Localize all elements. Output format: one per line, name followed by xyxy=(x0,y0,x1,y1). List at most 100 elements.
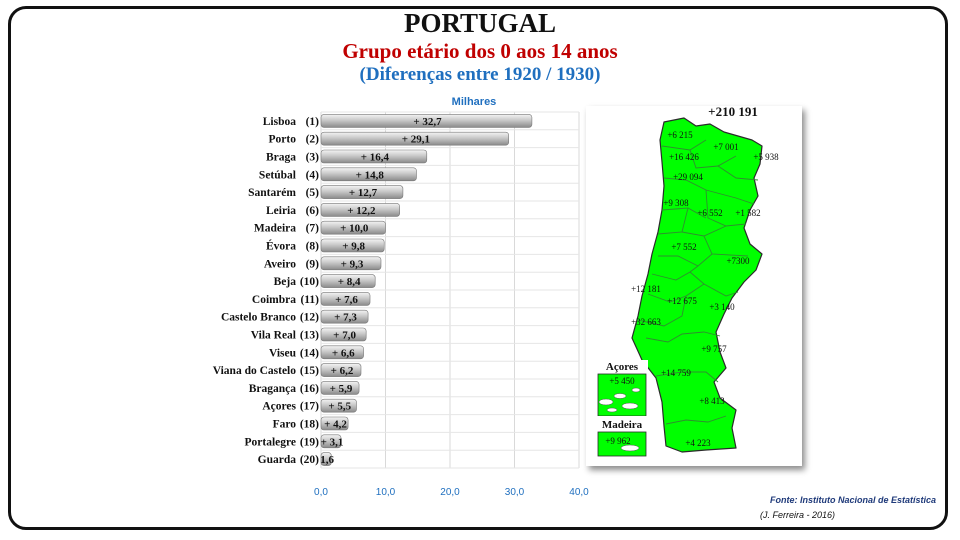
category-label: Viana do Castelo xyxy=(213,365,297,377)
district-border xyxy=(689,271,739,297)
bar xyxy=(320,185,404,199)
bar xyxy=(320,452,332,466)
bar xyxy=(320,238,385,253)
bar xyxy=(320,167,417,182)
district-value-label: +4 223 xyxy=(685,438,711,448)
bar xyxy=(320,256,382,271)
bar xyxy=(320,345,364,360)
bar xyxy=(320,274,376,288)
bar xyxy=(320,398,357,413)
category-label: Setúbal xyxy=(259,169,296,181)
rank-label: (15) xyxy=(300,365,319,377)
district-border xyxy=(645,331,721,343)
category-label: Beja xyxy=(274,276,297,288)
rank-label: (16) xyxy=(300,383,319,395)
bar-value-label: + 6,2 xyxy=(331,365,354,377)
category-label: Leiria xyxy=(266,205,296,217)
district-value-label: +32 663 xyxy=(631,317,661,327)
bar-value-label: + 9,3 xyxy=(341,258,364,270)
rank-label: (9) xyxy=(306,258,320,270)
district-value-label: +12 181 xyxy=(631,284,661,294)
x-tick-label: 40,0 xyxy=(569,487,589,498)
district-border xyxy=(658,253,713,267)
district-value-label: +7300 xyxy=(726,256,750,266)
district-border xyxy=(717,165,759,181)
bar-value-label: + 5,9 xyxy=(330,383,353,395)
rank-label: (4) xyxy=(306,169,320,181)
category-label: Coimbra xyxy=(252,294,296,306)
district-value-label: +12 675 xyxy=(667,296,697,306)
bar xyxy=(320,434,342,449)
category-label: Guarda xyxy=(258,454,297,466)
bar-value-label: + 12,7 xyxy=(349,187,378,199)
category-label: Castelo Branco xyxy=(221,312,296,324)
category-label: Bragança xyxy=(249,383,297,395)
category-label: Évora xyxy=(266,239,296,253)
district-value-label: +5 938 xyxy=(753,152,779,162)
author-note: (J. Ferreira - 2016) xyxy=(760,510,836,520)
map-total-label: +210 191 xyxy=(708,106,758,119)
bar-value-label: + 8,4 xyxy=(338,276,361,288)
district-value-label: +14 759 xyxy=(661,368,691,378)
x-tick-label: 30,0 xyxy=(505,487,525,498)
category-label: Vila Real xyxy=(251,330,296,342)
rank-label: (10) xyxy=(300,276,319,288)
district-value-label: +7 552 xyxy=(671,242,696,252)
bar-value-label: + 9,8 xyxy=(342,241,365,253)
category-label: Viseu xyxy=(269,347,297,359)
bar xyxy=(320,114,533,128)
rank-label: (8) xyxy=(306,241,320,253)
bar-value-label: + 7,3 xyxy=(334,312,357,324)
district-border xyxy=(637,295,687,327)
rank-label: (20) xyxy=(300,454,319,466)
district-value-label: +6 552 xyxy=(697,208,722,218)
madeira-value: +9 962 xyxy=(605,436,630,446)
bar-value-label: + 29,1 xyxy=(402,134,430,146)
bar xyxy=(320,203,400,217)
category-label: Açores xyxy=(262,401,296,413)
bar-value-label: + 7,0 xyxy=(333,330,356,342)
bar-value-label: + 14,8 xyxy=(356,169,385,181)
bar-value-label: + 5,5 xyxy=(328,401,351,413)
district-value-label: +6 215 xyxy=(667,130,693,140)
rank-label: (1) xyxy=(306,116,320,128)
rank-label: (11) xyxy=(300,294,319,306)
district-value-label: +7 001 xyxy=(713,142,738,152)
district-border xyxy=(665,415,727,425)
rank-label: (13) xyxy=(300,330,319,342)
azores-island xyxy=(598,398,614,406)
rank-label: (7) xyxy=(306,223,320,235)
azores-island xyxy=(606,407,618,413)
bar-value-label: + 3,1 xyxy=(321,436,344,448)
madeira-island xyxy=(620,444,640,452)
bar-value-label: + 10,0 xyxy=(340,223,369,235)
rank-label: (18) xyxy=(300,419,319,431)
bar xyxy=(320,131,509,146)
rank-label: (3) xyxy=(306,152,320,164)
bar xyxy=(320,381,360,395)
bar-value-label: + 4,2 xyxy=(324,419,347,431)
bar xyxy=(320,363,362,377)
portugal-map-panel: +210 191 +6 215 +7 001 +16 426 +5 938 +29 094… xyxy=(586,106,802,466)
page-title: PORTUGAL xyxy=(403,8,557,38)
district-border xyxy=(655,371,719,383)
x-tick-label: 10,0 xyxy=(376,487,396,498)
bar xyxy=(320,327,367,342)
category-label: Braga xyxy=(266,152,296,164)
rank-label: (6) xyxy=(306,205,320,217)
bar xyxy=(320,416,349,431)
page-period: (Diferenças entre 1920 / 1930) xyxy=(359,64,601,85)
bar-value-label: + 7,6 xyxy=(335,294,358,306)
rank-label: (2) xyxy=(306,134,320,146)
bar-value-label: + 32,7 xyxy=(413,116,442,128)
azores-name: Açores xyxy=(606,361,639,373)
slide-frame xyxy=(8,6,948,530)
district-border xyxy=(705,189,747,227)
bar-value-label: + 16,4 xyxy=(361,152,390,164)
district-value-label: +8 413 xyxy=(699,396,725,406)
district-border xyxy=(647,283,705,303)
azores-value: +5 450 xyxy=(609,376,635,386)
rank-label: (17) xyxy=(300,401,319,413)
district-value-label: +3 140 xyxy=(709,302,735,312)
